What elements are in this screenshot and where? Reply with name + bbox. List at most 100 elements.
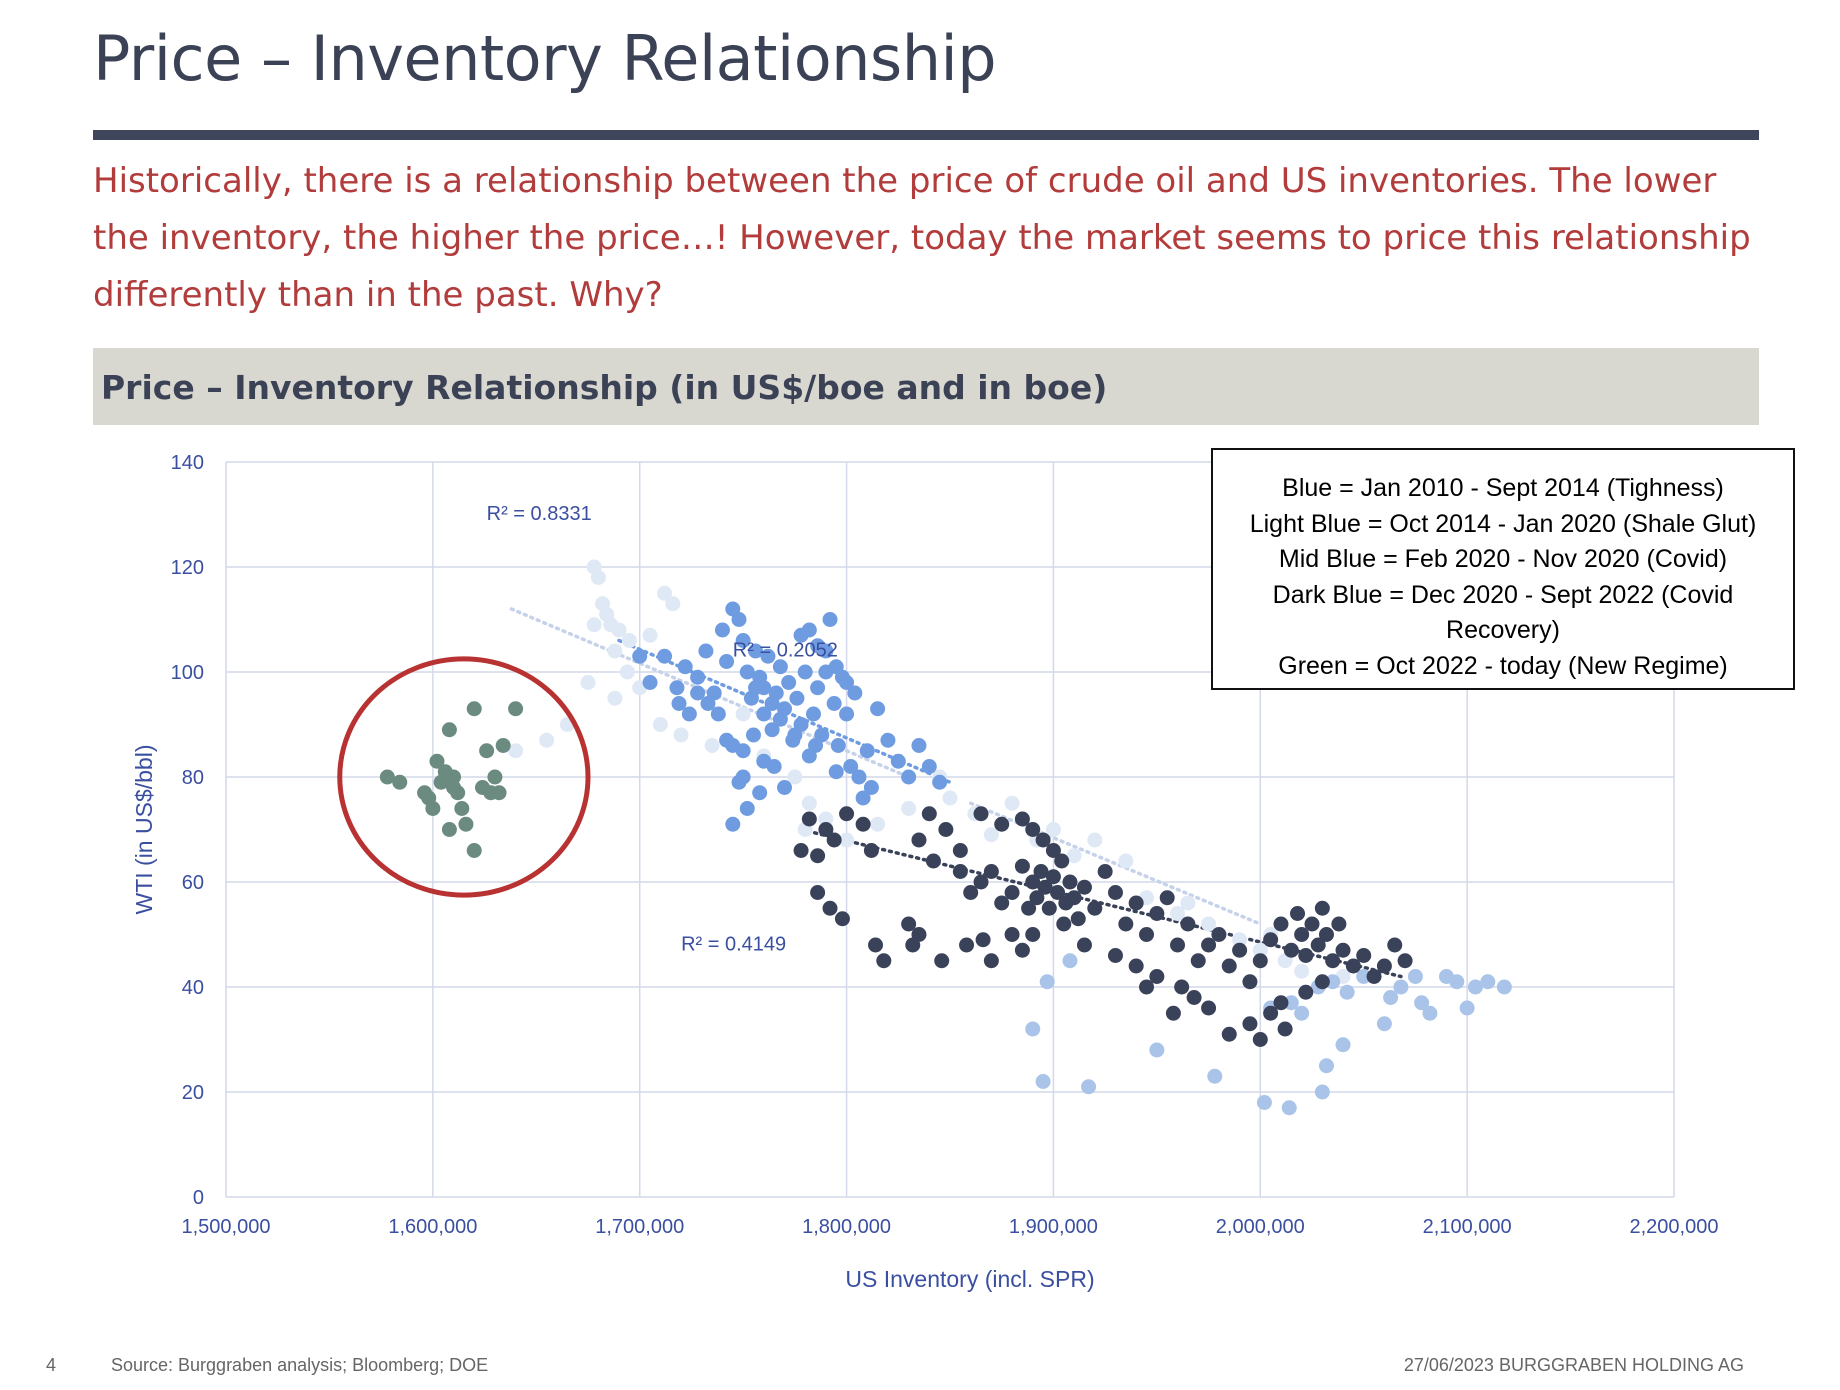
data-point <box>1335 1037 1351 1053</box>
data-point <box>983 827 999 843</box>
data-point <box>611 622 627 638</box>
data-point <box>1207 1068 1223 1084</box>
data-point <box>810 680 826 696</box>
data-point <box>1221 958 1237 974</box>
data-point <box>1076 879 1092 895</box>
data-point <box>429 753 445 769</box>
data-point <box>704 738 720 753</box>
data-point <box>495 738 511 753</box>
data-point <box>1242 974 1258 990</box>
data-point <box>756 753 772 769</box>
data-point <box>1062 874 1078 890</box>
data-point <box>1021 900 1037 916</box>
data-point <box>1025 1021 1041 1037</box>
data-point <box>586 617 602 633</box>
data-point <box>731 612 747 627</box>
y-tick-label: 40 <box>182 977 204 999</box>
data-point <box>863 843 879 858</box>
data-point <box>828 659 844 675</box>
data-point <box>1252 942 1268 958</box>
data-point <box>983 864 999 879</box>
data-point <box>1496 979 1512 995</box>
data-point <box>787 769 803 785</box>
data-point <box>818 822 834 837</box>
data-point <box>607 643 623 659</box>
data-point <box>1087 900 1103 916</box>
data-point <box>1025 927 1041 942</box>
data-point <box>642 627 658 643</box>
data-point <box>855 816 871 832</box>
data-point <box>1076 937 1092 953</box>
data-points <box>379 559 1512 1116</box>
data-point <box>1170 906 1186 921</box>
data-point <box>745 727 761 743</box>
data-point <box>1128 895 1144 911</box>
x-tick-label: 2,200,000 <box>1630 1216 1719 1238</box>
data-point <box>1004 885 1020 900</box>
legend-box: Blue = Jan 2010 - Sept 2014 (Tighness) L… <box>1211 448 1795 690</box>
data-point <box>539 732 555 748</box>
data-point <box>748 643 764 659</box>
data-point <box>735 769 751 785</box>
y-tick-label: 120 <box>171 557 204 579</box>
data-point <box>1294 927 1310 942</box>
slide-title: Price – Inventory Relationship <box>93 22 997 95</box>
data-point <box>1376 958 1392 974</box>
data-point <box>1273 995 1289 1011</box>
data-point <box>952 864 968 879</box>
data-point <box>797 664 813 680</box>
data-point <box>1397 953 1413 969</box>
data-point <box>735 706 751 722</box>
data-point <box>446 780 462 795</box>
x-tick-label: 1,700,000 <box>595 1216 684 1238</box>
data-point <box>870 701 886 717</box>
data-point <box>1387 937 1403 953</box>
data-point <box>818 811 834 827</box>
data-point <box>669 680 685 696</box>
data-point <box>642 675 658 690</box>
data-point <box>1014 858 1030 874</box>
data-point <box>466 701 482 717</box>
legend-line-blue: Blue = Jan 2010 - Sept 2014 (Tighness) <box>1282 474 1724 502</box>
data-point <box>826 832 842 848</box>
data-point <box>834 911 850 927</box>
y-tick-label: 60 <box>182 872 204 894</box>
data-point <box>822 900 838 916</box>
y-tick-label: 20 <box>182 1082 204 1104</box>
data-point <box>1242 1016 1258 1032</box>
data-point <box>973 874 989 890</box>
data-point <box>1232 932 1248 948</box>
data-point <box>1314 900 1330 916</box>
data-point <box>942 790 958 806</box>
data-point <box>772 659 788 675</box>
data-point <box>839 675 855 690</box>
data-point <box>487 769 503 785</box>
data-point <box>901 801 917 816</box>
data-point <box>959 937 975 953</box>
data-point <box>677 659 693 675</box>
data-point <box>458 816 474 832</box>
x-tick-label: 2,000,000 <box>1216 1216 1305 1238</box>
data-point <box>1054 853 1070 869</box>
data-point <box>698 643 714 659</box>
data-point <box>1118 916 1134 932</box>
data-point <box>1314 974 1330 990</box>
data-point <box>441 722 457 738</box>
data-point <box>1118 853 1134 869</box>
r-squared-label: R² = 0.4149 <box>681 933 786 955</box>
data-point <box>690 669 706 685</box>
data-point <box>1480 974 1496 990</box>
data-point <box>1356 948 1372 963</box>
data-point <box>441 822 457 837</box>
data-point <box>839 806 855 822</box>
data-point <box>1263 932 1279 948</box>
data-point <box>1281 1100 1297 1116</box>
scatter-chart: 0 20 40 60 80 100 120 140 1,500,000 1,600,000 1,70… <box>131 452 1719 1292</box>
data-point <box>446 769 462 785</box>
data-point <box>1066 848 1082 864</box>
data-point <box>983 953 999 969</box>
data-point <box>1314 1084 1330 1100</box>
data-point <box>1170 937 1186 953</box>
data-point <box>725 816 741 832</box>
data-point <box>1174 979 1190 995</box>
